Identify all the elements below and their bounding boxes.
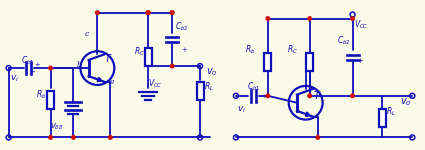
Text: $C_{b1}$: $C_{b1}$	[247, 81, 261, 93]
Circle shape	[170, 11, 174, 14]
FancyArrow shape	[97, 77, 102, 82]
Circle shape	[351, 17, 354, 20]
Bar	[306, 53, 313, 71]
Text: e: e	[110, 78, 115, 86]
FancyArrow shape	[306, 112, 310, 116]
Bar	[264, 53, 271, 71]
Text: $v_i$: $v_i$	[238, 104, 246, 115]
Text: $v_i$: $v_i$	[10, 74, 19, 84]
Text: b: b	[77, 61, 82, 69]
Circle shape	[108, 136, 112, 139]
Bar	[47, 91, 54, 109]
Text: $C_{b2}$: $C_{b2}$	[175, 20, 189, 33]
Circle shape	[308, 94, 312, 98]
Text: $v_o$: $v_o$	[400, 96, 411, 108]
Text: +: +	[35, 61, 40, 69]
Text: $V_{CC}$: $V_{CC}$	[148, 78, 162, 90]
Text: $C_{b2}$: $C_{b2}$	[337, 34, 350, 46]
Circle shape	[147, 11, 150, 14]
Circle shape	[170, 11, 174, 14]
Text: +: +	[181, 46, 187, 54]
Text: $V_{CC}$: $V_{CC}$	[354, 18, 369, 31]
Bar	[379, 109, 386, 126]
Text: $V_{BB}$: $V_{BB}$	[50, 121, 63, 132]
Text: $T$: $T$	[313, 89, 322, 101]
Circle shape	[147, 11, 150, 14]
Circle shape	[316, 136, 320, 139]
Text: +: +	[30, 68, 35, 76]
Text: $R_b$: $R_b$	[245, 44, 255, 57]
Bar	[196, 82, 204, 100]
Text: $R_L$: $R_L$	[386, 105, 397, 118]
Bar	[145, 48, 152, 66]
Text: $v_o$: $v_o$	[206, 66, 218, 78]
Circle shape	[266, 17, 269, 20]
Circle shape	[49, 136, 52, 139]
Circle shape	[266, 94, 269, 98]
Circle shape	[351, 94, 354, 98]
Text: $C_{b1}$: $C_{b1}$	[21, 55, 34, 67]
Text: $R_L$: $R_L$	[204, 81, 214, 93]
Circle shape	[96, 11, 99, 14]
Circle shape	[72, 136, 75, 139]
Circle shape	[170, 64, 174, 68]
Text: +: +	[358, 57, 363, 65]
Text: $T$: $T$	[104, 52, 113, 64]
Text: $R_C$: $R_C$	[287, 44, 298, 57]
Circle shape	[308, 17, 312, 20]
Text: $R_C$: $R_C$	[134, 46, 145, 58]
Text: $R_b$: $R_b$	[36, 88, 47, 101]
Circle shape	[49, 66, 52, 70]
Text: +: +	[261, 94, 266, 99]
Text: c: c	[84, 30, 88, 38]
